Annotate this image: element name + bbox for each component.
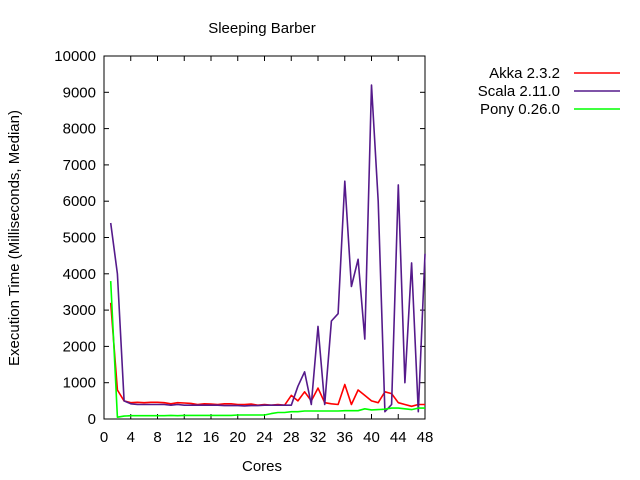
series-line-2 (109, 281, 425, 419)
legend-label: Akka 2.3.2 (489, 65, 560, 82)
y-tick-label: 6000 (63, 193, 96, 210)
x-tick-label: 32 (310, 429, 327, 446)
legend-label: Pony 0.26.0 (480, 101, 560, 118)
x-tick-label: 16 (203, 429, 220, 446)
y-tick-label: 9000 (63, 84, 96, 101)
x-tick-label: 20 (229, 429, 246, 446)
y-tick-label: 10000 (54, 48, 96, 65)
x-tick-label: 36 (336, 429, 353, 446)
x-tick-label: 28 (283, 429, 300, 446)
series-line-0 (109, 302, 425, 408)
x-tick-label: 40 (363, 429, 380, 446)
x-axis: 0 4 8 12 16 20 24 28 32 36 40 44 48 (100, 56, 434, 446)
series-line-1 (109, 84, 426, 413)
x-axis-label: Cores (242, 458, 282, 475)
y-tick-label: 7000 (63, 157, 96, 174)
legend-label: Scala 2.11.0 (478, 83, 560, 100)
chart-title: Sleeping Barber (208, 20, 316, 37)
x-tick-label: 4 (127, 429, 135, 446)
series-lines (109, 84, 426, 419)
x-tick-label: 24 (256, 429, 273, 446)
x-tick-label: 48 (417, 429, 434, 446)
y-tick-label: 8000 (63, 121, 96, 138)
y-axis-label: Execution Time (Milliseconds, Median) (6, 110, 23, 366)
y-tick-label: 3000 (63, 302, 96, 319)
y-tick-label: 4000 (63, 266, 96, 283)
y-axis: 0 1000 2000 3000 4000 5000 6000 7000 8000 9000 100… (54, 48, 425, 428)
plot-frame (103, 55, 426, 420)
y-tick-label: 1000 (63, 375, 96, 392)
y-tick-label: 0 (88, 411, 96, 428)
y-tick-label: 2000 (63, 338, 96, 355)
x-tick-label: 12 (176, 429, 193, 446)
x-tick-label: 0 (100, 429, 108, 446)
x-tick-label: 44 (390, 429, 407, 446)
x-tick-label: 8 (153, 429, 161, 446)
y-tick-label: 5000 (63, 230, 96, 247)
